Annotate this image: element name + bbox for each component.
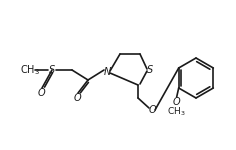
Text: S: S — [147, 65, 153, 75]
Text: O: O — [37, 88, 45, 98]
Text: O: O — [173, 97, 181, 107]
Text: N: N — [103, 67, 111, 77]
Text: O: O — [148, 105, 156, 115]
Text: O: O — [73, 93, 81, 103]
Text: S: S — [49, 65, 55, 75]
Text: CH$_3$: CH$_3$ — [20, 63, 40, 77]
Text: CH$_3$: CH$_3$ — [167, 106, 186, 118]
